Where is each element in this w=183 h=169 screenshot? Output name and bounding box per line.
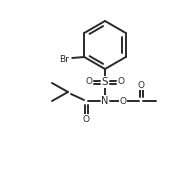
Text: Br: Br: [59, 54, 69, 64]
Text: S: S: [102, 77, 108, 87]
Text: O: O: [137, 80, 145, 90]
Text: O: O: [83, 115, 89, 124]
Text: N: N: [101, 96, 109, 106]
Text: O: O: [85, 78, 92, 87]
Text: O: O: [119, 96, 126, 105]
Text: O: O: [117, 78, 124, 87]
